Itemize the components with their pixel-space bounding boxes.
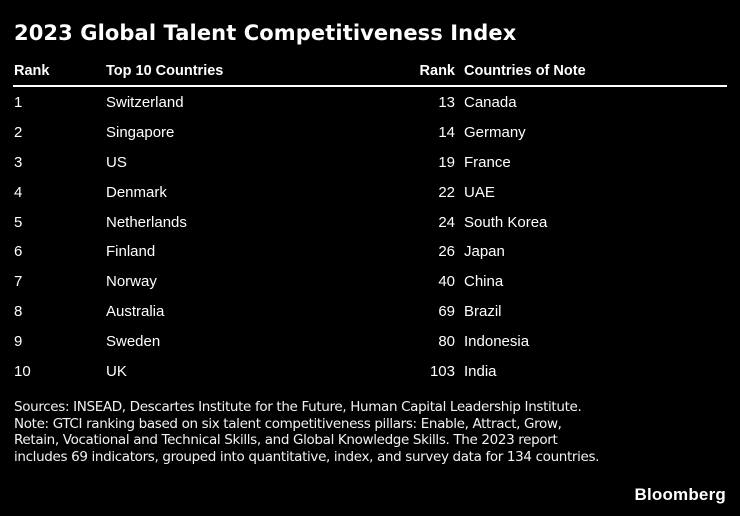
country-top10: UK xyxy=(106,362,127,380)
country-top10: Netherlands xyxy=(106,213,187,231)
rank-top10: 5 xyxy=(14,213,23,231)
country-note: France xyxy=(464,153,511,171)
country-note: UAE xyxy=(464,183,495,201)
rank-note: 40 xyxy=(438,273,455,291)
rank-note: 80 xyxy=(438,332,455,350)
rank-top10: 10 xyxy=(14,362,31,380)
table-row: 10 UK 103 India xyxy=(14,356,727,386)
country-top10: Switzerland xyxy=(106,94,184,112)
rank-note: 103 xyxy=(429,362,455,380)
table-row: 6 Finland 26 Japan xyxy=(14,237,727,267)
country-note: Canada xyxy=(464,94,517,112)
column-header-top10-countries: Top 10 Countries xyxy=(106,63,224,79)
bloomberg-logo: Bloomberg xyxy=(634,485,726,504)
country-note: South Korea xyxy=(464,213,548,231)
column-header-rank-top10: Rank xyxy=(14,63,50,79)
table-row: 7 Norway 40 China xyxy=(14,267,727,297)
rank-top10: 1 xyxy=(14,94,23,112)
table-body: 1 Switzerland 13 Canada 2 Singapore 14 G… xyxy=(14,88,727,386)
rank-note: 22 xyxy=(438,183,455,201)
rank-note: 14 xyxy=(438,124,455,142)
rank-top10: 9 xyxy=(14,332,23,350)
country-top10: Australia xyxy=(106,302,165,320)
table-row: 4 Denmark 22 UAE xyxy=(14,177,727,207)
table-row: 2 Singapore 14 Germany xyxy=(14,118,727,148)
country-top10: Norway xyxy=(106,273,157,291)
rank-note: 69 xyxy=(438,302,455,320)
rank-note: 13 xyxy=(438,94,455,112)
country-top10: Sweden xyxy=(106,332,161,350)
table-row: 1 Switzerland 13 Canada xyxy=(14,88,727,118)
methodology-note: Note: GTCI ranking based on six talent c… xyxy=(14,415,600,465)
country-top10: US xyxy=(106,153,127,171)
country-note: Germany xyxy=(464,124,526,142)
column-header-rank-note: Rank xyxy=(419,63,455,79)
rank-top10: 8 xyxy=(14,302,23,320)
rank-note: 24 xyxy=(438,213,455,231)
rank-note: 26 xyxy=(438,243,455,261)
footnotes: Sources: INSEAD, Descartes Institute for… xyxy=(14,399,604,465)
country-note: Indonesia xyxy=(464,332,530,350)
table-row: 8 Australia 69 Brazil xyxy=(14,297,727,327)
country-note: India xyxy=(464,362,497,380)
header-divider xyxy=(13,85,727,87)
rank-top10: 2 xyxy=(14,124,23,142)
rank-top10: 3 xyxy=(14,153,23,171)
table-row: 5 Netherlands 24 South Korea xyxy=(14,207,727,237)
sources-note: Sources: INSEAD, Descartes Institute for… xyxy=(14,399,582,415)
country-top10: Finland xyxy=(106,243,156,261)
country-top10: Denmark xyxy=(106,183,167,201)
rank-top10: 7 xyxy=(14,273,23,291)
column-header-countries-of-note: Countries of Note xyxy=(464,63,586,79)
rank-top10: 6 xyxy=(14,243,23,261)
table-header-row: Rank Top 10 Countries Rank Countries of … xyxy=(14,61,727,81)
table-row: 9 Sweden 80 Indonesia xyxy=(14,326,727,356)
rank-top10: 4 xyxy=(14,183,23,201)
country-note: Japan xyxy=(464,243,505,261)
country-top10: Singapore xyxy=(106,124,175,142)
country-note: China xyxy=(464,273,504,291)
chart-title: 2023 Global Talent Competitiveness Index xyxy=(14,21,517,45)
country-note: Brazil xyxy=(464,302,502,320)
rank-note: 19 xyxy=(438,153,455,171)
table-row: 3 US 19 France xyxy=(14,148,727,178)
